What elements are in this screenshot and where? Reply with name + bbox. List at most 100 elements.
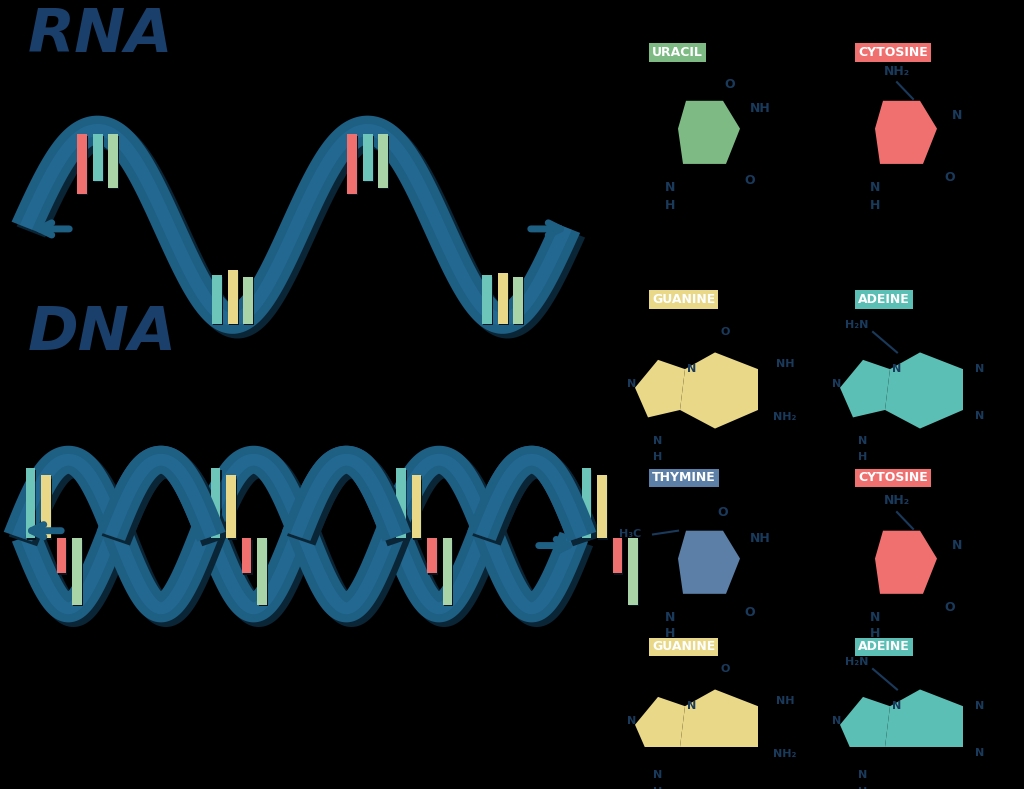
- Bar: [412, 475, 421, 538]
- Bar: [258, 540, 268, 607]
- Text: THYMINE: THYMINE: [652, 471, 716, 484]
- Bar: [583, 470, 592, 540]
- Polygon shape: [475, 454, 588, 539]
- Text: N: N: [976, 701, 985, 711]
- Bar: [513, 277, 523, 323]
- Text: H: H: [653, 452, 663, 462]
- Bar: [499, 274, 509, 325]
- Bar: [226, 475, 236, 538]
- Polygon shape: [96, 446, 225, 541]
- Bar: [483, 277, 494, 325]
- Polygon shape: [104, 454, 217, 539]
- Text: RNA: RNA: [28, 6, 173, 65]
- Text: ADEINE: ADEINE: [858, 293, 909, 306]
- Polygon shape: [16, 120, 585, 338]
- Bar: [92, 134, 102, 181]
- Bar: [498, 272, 508, 323]
- Polygon shape: [635, 360, 685, 417]
- Text: H: H: [869, 199, 881, 212]
- Text: DNA: DNA: [28, 304, 177, 363]
- Polygon shape: [472, 451, 601, 546]
- Bar: [443, 540, 454, 607]
- Bar: [364, 136, 374, 182]
- Polygon shape: [290, 454, 402, 539]
- Bar: [362, 134, 373, 181]
- Bar: [427, 538, 436, 574]
- Bar: [442, 538, 453, 605]
- Polygon shape: [17, 451, 601, 627]
- Bar: [243, 277, 253, 323]
- Text: O: O: [720, 664, 730, 674]
- Polygon shape: [12, 446, 596, 623]
- Bar: [211, 469, 220, 538]
- Text: NH: NH: [750, 532, 770, 544]
- Bar: [257, 538, 267, 605]
- Bar: [227, 270, 238, 323]
- Bar: [378, 134, 388, 188]
- Bar: [379, 136, 389, 189]
- Text: O: O: [718, 506, 728, 518]
- Bar: [582, 469, 591, 538]
- Bar: [613, 540, 624, 575]
- Text: URACIL: URACIL: [652, 46, 702, 59]
- Polygon shape: [680, 690, 758, 765]
- Text: N: N: [833, 716, 842, 726]
- Text: N: N: [665, 181, 675, 193]
- Polygon shape: [874, 101, 937, 164]
- Text: NH: NH: [776, 696, 795, 705]
- Polygon shape: [282, 446, 411, 541]
- Bar: [396, 469, 406, 538]
- Text: N: N: [628, 379, 637, 389]
- Bar: [597, 475, 606, 538]
- Text: N: N: [976, 748, 985, 757]
- Polygon shape: [840, 697, 890, 754]
- Polygon shape: [19, 124, 571, 326]
- Text: O: O: [725, 77, 735, 91]
- Polygon shape: [680, 353, 758, 428]
- Polygon shape: [874, 531, 937, 594]
- Bar: [413, 477, 422, 540]
- Bar: [244, 279, 254, 325]
- Text: NH₂: NH₂: [773, 413, 797, 422]
- Text: N: N: [665, 611, 675, 623]
- Polygon shape: [885, 353, 963, 428]
- Text: H: H: [665, 627, 675, 640]
- Polygon shape: [467, 446, 596, 541]
- Bar: [348, 136, 358, 195]
- Text: N: N: [687, 701, 696, 711]
- Text: O: O: [720, 327, 730, 337]
- Text: NH: NH: [750, 102, 770, 114]
- Text: N: N: [858, 770, 867, 780]
- Polygon shape: [885, 690, 963, 765]
- Text: O: O: [945, 171, 955, 185]
- Polygon shape: [11, 116, 581, 334]
- Text: N: N: [892, 701, 901, 711]
- Polygon shape: [9, 451, 593, 627]
- Polygon shape: [678, 531, 740, 594]
- Polygon shape: [12, 454, 580, 614]
- Text: CYTOSINE: CYTOSINE: [858, 471, 928, 484]
- Bar: [42, 477, 51, 540]
- Bar: [347, 134, 357, 193]
- Text: H₃C: H₃C: [618, 529, 641, 540]
- Bar: [629, 540, 639, 607]
- Text: NH: NH: [776, 358, 795, 368]
- Bar: [482, 275, 492, 323]
- Text: N: N: [858, 436, 867, 446]
- Text: H: H: [858, 452, 867, 462]
- Bar: [397, 470, 407, 540]
- Text: H: H: [665, 199, 675, 212]
- Bar: [77, 134, 87, 193]
- Text: N: N: [653, 770, 663, 780]
- Polygon shape: [20, 454, 588, 614]
- Bar: [242, 538, 251, 574]
- Text: N: N: [869, 611, 881, 623]
- Bar: [57, 540, 68, 575]
- Text: N: N: [653, 436, 663, 446]
- Text: N: N: [952, 539, 963, 552]
- Bar: [213, 277, 223, 325]
- Text: GUANINE: GUANINE: [652, 640, 715, 653]
- Bar: [56, 538, 66, 574]
- Text: NH₂: NH₂: [773, 750, 797, 760]
- Bar: [94, 136, 103, 182]
